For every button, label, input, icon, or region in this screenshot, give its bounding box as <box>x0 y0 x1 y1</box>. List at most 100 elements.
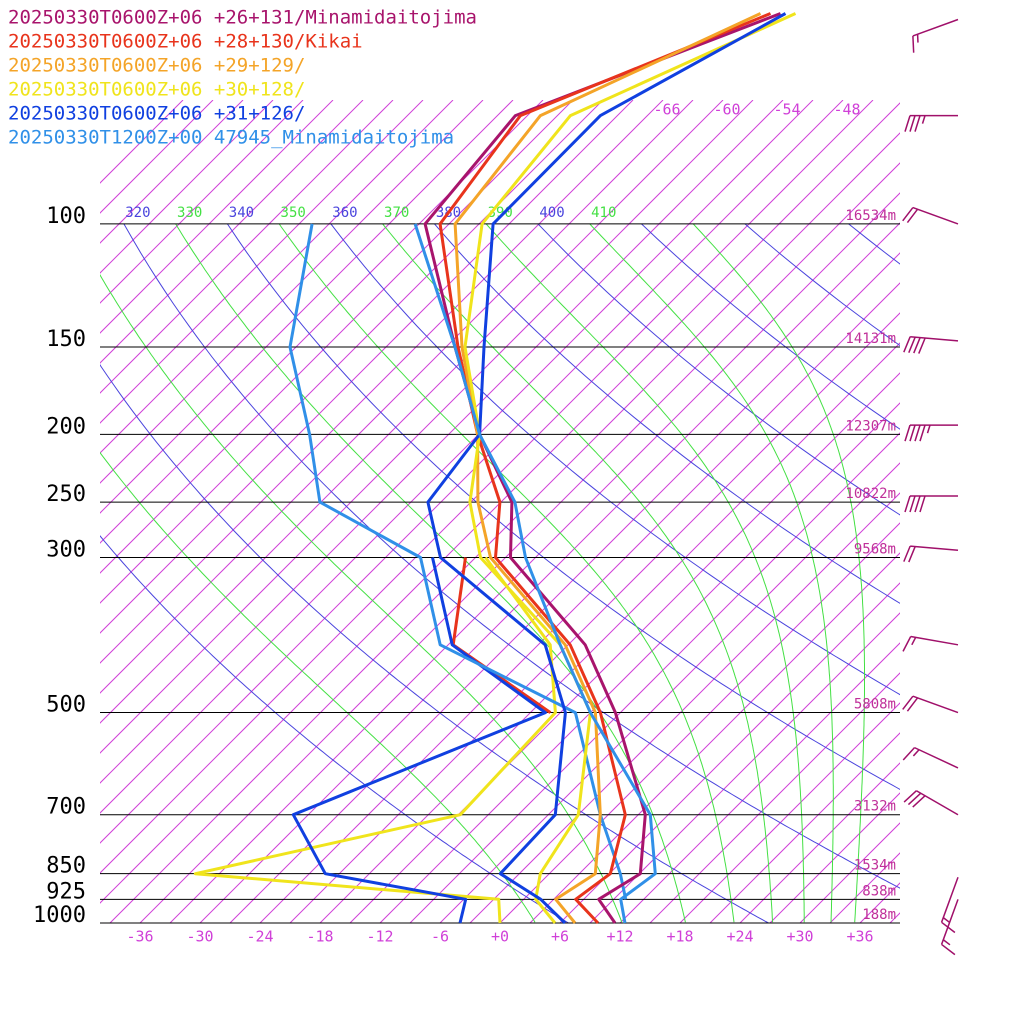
top-tick-label: -66 <box>653 101 680 119</box>
isotherm <box>100 100 814 814</box>
x-tick-label: -6 <box>431 928 449 946</box>
wind-barb <box>903 790 959 816</box>
dewpoint-line <box>288 223 628 900</box>
temperature-line <box>423 12 782 924</box>
barb-full <box>914 424 921 442</box>
barb-staff <box>914 746 959 769</box>
barb-half <box>912 749 920 757</box>
pressure-label: 200 <box>46 414 86 439</box>
barb-full <box>902 747 916 761</box>
barb-half <box>921 115 926 124</box>
adiabats <box>100 224 900 923</box>
barb-staff <box>916 790 959 816</box>
isotherm <box>100 100 784 784</box>
isotherm <box>100 100 634 634</box>
x-tick-label: -18 <box>306 928 333 946</box>
isotherm <box>169 192 900 923</box>
barb-full <box>902 636 912 652</box>
x-tick-label: +0 <box>491 928 509 946</box>
moist-adiabat <box>100 273 623 923</box>
wind-barb <box>904 495 958 513</box>
barb-full <box>909 424 916 442</box>
top-tick-label: -60 <box>713 101 740 119</box>
isotherm <box>100 100 394 394</box>
barb-staff <box>940 899 959 945</box>
barb-full <box>914 495 921 513</box>
theta-label: 340 <box>229 205 254 221</box>
moist-adiabat <box>382 224 774 923</box>
barb-full <box>919 424 926 442</box>
legend-entry: 20250330T0600Z+06 +28+130/Kikai <box>8 31 363 53</box>
pressure-label: 700 <box>46 795 86 820</box>
barb-staff <box>910 545 959 552</box>
top-tick-label: -54 <box>773 101 800 119</box>
moist-adiabat <box>100 451 536 923</box>
wind-barb <box>903 335 959 354</box>
x-tick-label: -36 <box>126 928 153 946</box>
pressure-label: 1000 <box>33 903 86 928</box>
dewpoint-line <box>291 557 547 924</box>
barb-full <box>941 943 956 956</box>
legend-entry: 20250330T1200Z+00 47945_Minamidaitojima <box>8 127 454 149</box>
pressure-label: 150 <box>46 327 86 352</box>
theta-label: 330 <box>177 205 202 221</box>
barb-full <box>909 495 916 513</box>
x-tick-label: -12 <box>366 928 393 946</box>
theta-label: 360 <box>332 205 357 221</box>
wind-barb <box>902 635 959 652</box>
isotherm <box>100 100 244 244</box>
height-label: 9568m <box>854 541 896 557</box>
isotherm <box>100 100 544 544</box>
barb-half <box>942 917 951 924</box>
barb-full <box>914 115 921 132</box>
height-label: 1534m <box>854 858 896 874</box>
barb-full <box>903 336 911 353</box>
barb-full <box>907 792 922 806</box>
barb-full <box>903 545 911 562</box>
legend-entry: 20250330T0600Z+06 +30+128/ <box>8 79 305 101</box>
height-label: 12307m <box>845 418 896 434</box>
dry-adiabat <box>537 224 900 516</box>
dry-adiabat <box>744 224 900 347</box>
pressure-label: 100 <box>46 204 86 229</box>
height-label: 188m <box>862 907 896 923</box>
barb-half <box>911 637 917 646</box>
isotherm <box>100 100 454 454</box>
wind-barb <box>903 545 959 563</box>
isotherm <box>100 100 424 424</box>
height-label: 14131m <box>845 331 896 347</box>
barb-full <box>904 495 911 513</box>
isotherm <box>739 762 900 923</box>
isotherm <box>559 582 900 923</box>
pressure-label: 250 <box>46 482 86 507</box>
dry-adiabat <box>433 224 900 604</box>
legend-entry: 20250330T0600Z+06 +29+129/ <box>8 55 305 77</box>
barb-full <box>903 790 917 803</box>
barb-full <box>908 546 916 563</box>
barb-staff <box>940 876 959 923</box>
top-tick-label: -48 <box>833 101 860 119</box>
theta-label: 320 <box>125 205 150 221</box>
pressure-label: 850 <box>46 854 86 879</box>
pressure-label: 300 <box>46 537 86 562</box>
temperature-line <box>453 12 762 924</box>
barb-full <box>908 336 916 353</box>
wind-barb <box>940 899 959 956</box>
wind-barb <box>904 114 958 132</box>
moist-adiabat <box>589 224 834 923</box>
isotherm <box>379 402 900 923</box>
theta-label: 350 <box>281 205 306 221</box>
isotherm <box>709 732 900 923</box>
barb-full <box>904 424 911 442</box>
barb-staff <box>912 695 959 714</box>
isotherm <box>100 100 364 364</box>
isotherm <box>100 100 664 664</box>
barb-staff <box>910 335 959 342</box>
wind-barb <box>902 746 959 769</box>
moist-adiabat <box>278 224 735 923</box>
x-tick-label: -24 <box>246 928 273 946</box>
x-tick-label: +12 <box>606 928 633 946</box>
x-tick-label: +6 <box>551 928 569 946</box>
